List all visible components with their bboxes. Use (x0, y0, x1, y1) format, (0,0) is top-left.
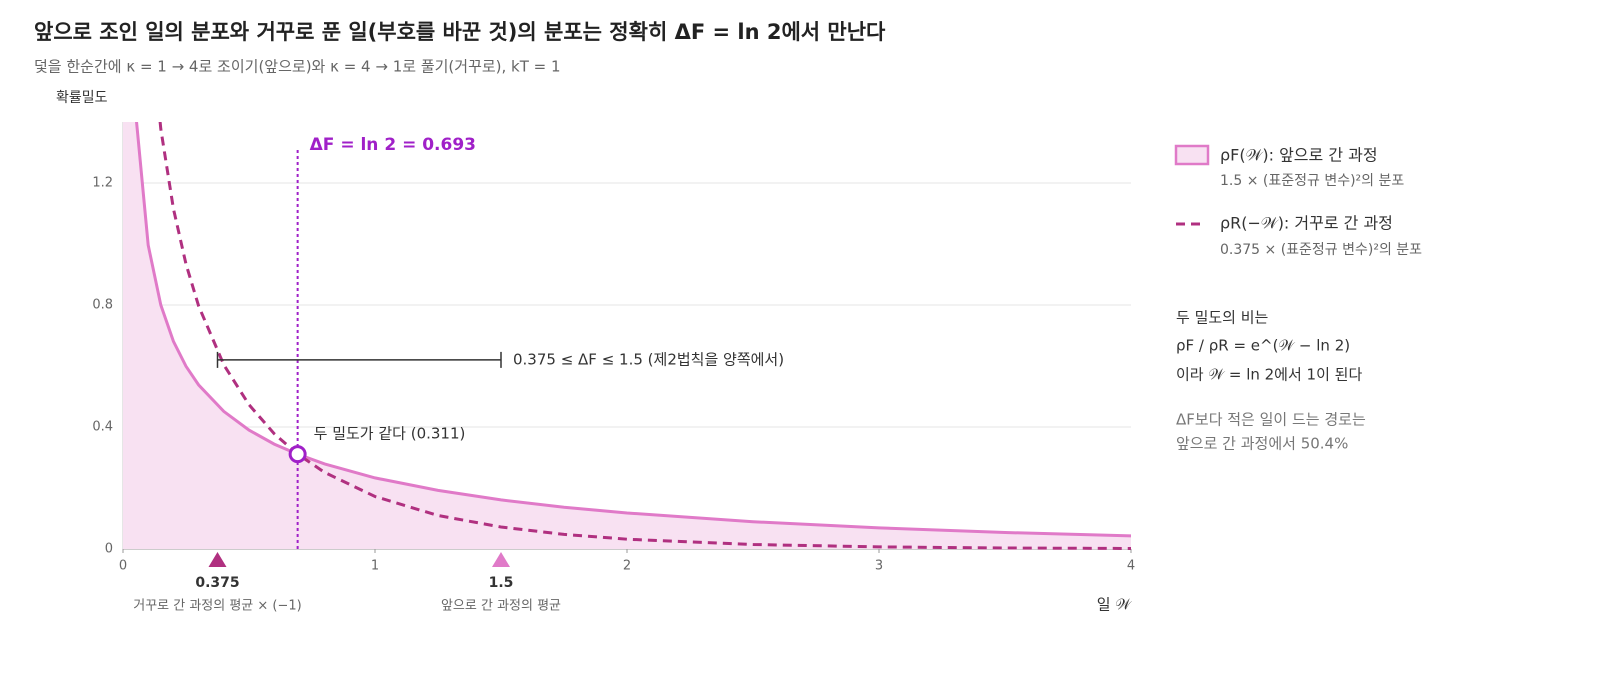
legend-label: ρR(−𝒲): 거꾸로 간 과정 (1220, 214, 1393, 233)
note: 두 밀도의 비는 (1176, 309, 1269, 327)
x-tick-label: 4 (1127, 559, 1135, 574)
y-tick-label: 1.2 (92, 176, 113, 191)
area (123, 122, 1131, 549)
bracket-label: 0.375 ≤ ΔF ≤ 1.5 (제2법칙을 양쪽에서) (513, 350, 784, 368)
legend-label: ρF(𝒲): 앞으로 간 과정 (1220, 146, 1378, 165)
legend-description: 0.375 × (표준정규 변수)²의 분포 (1220, 242, 1422, 258)
x-tick-label: 0 (119, 559, 127, 574)
x-tick-label: 3 (875, 559, 883, 574)
line (158, 122, 1131, 550)
chart-title: 앞으로 조인 일의 분포와 거꾸로 푼 일(부호를 바꾼 것)의 분포는 정확히… (34, 20, 886, 44)
legend-swatch (1174, 144, 1210, 166)
y-tick-label: 0 (105, 542, 113, 557)
y-tick-label: 0.8 (92, 298, 113, 313)
note: 앞으로 간 과정에서 50.4% (1176, 435, 1348, 453)
chart-subtitle: 덫을 한순간에 κ = 1 → 4로 조이기(앞으로)와 κ = 4 → 1로 … (34, 58, 561, 76)
plot (123, 122, 1131, 550)
x-tick-label: 1 (371, 559, 379, 574)
mean-note: 앞으로 간 과정의 평균 (441, 599, 561, 614)
crossing-point (288, 445, 307, 464)
mean-marker (492, 552, 510, 567)
mean-note: 거꾸로 간 과정의 평균 × (−1) (133, 599, 302, 614)
note: ρF / ρR = e^(𝒲 − ln 2) (1176, 337, 1350, 355)
x-axis-label: 일 𝒲 (1097, 596, 1133, 614)
y-axis-label: 확률밀도 (56, 90, 108, 106)
mean-value: 1.5 (489, 575, 514, 591)
mean-value: 0.375 (195, 575, 239, 591)
x-tick-label: 2 (623, 559, 631, 574)
note: 이라 𝒲 = ln 2에서 1이 된다 (1176, 366, 1362, 384)
note: ΔF보다 적은 일이 드는 경로는 (1176, 411, 1366, 429)
delta-f-label: ΔF = ln 2 = 0.693 (310, 135, 476, 155)
crossing-label: 두 밀도가 같다 (0.311) (314, 425, 466, 443)
line (135, 122, 1131, 538)
mean-marker (208, 552, 227, 567)
legend-description: 1.5 × (표준정규 변수)²의 분포 (1220, 173, 1404, 189)
y-tick-label: 0.4 (92, 420, 113, 435)
